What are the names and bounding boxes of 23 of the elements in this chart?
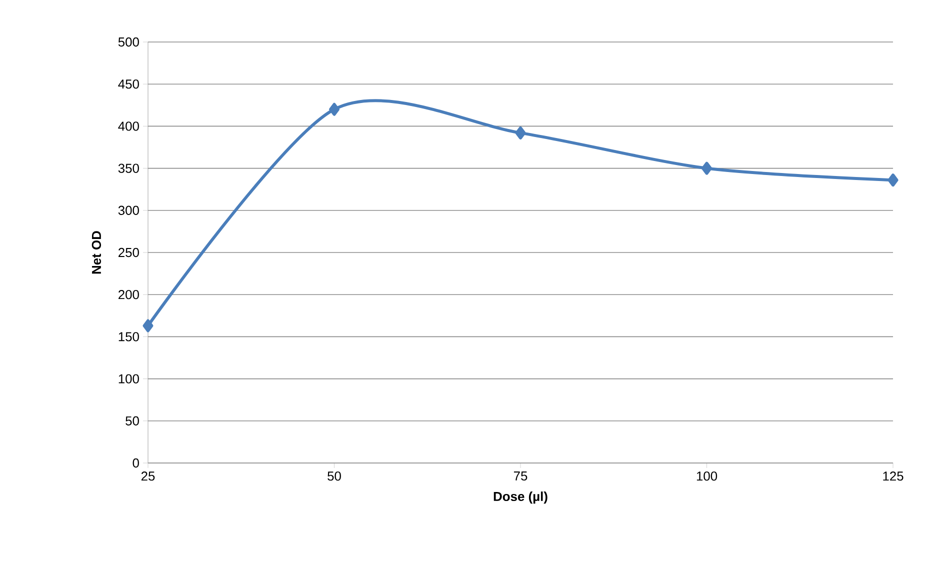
x-tick-label: 50 (328, 472, 341, 481)
point (888, 174, 898, 187)
point (329, 102, 340, 116)
y-tick-label: 500 (118, 37, 139, 47)
y-tick-label: 200 (118, 290, 139, 300)
y-tick-label: 0 (132, 458, 139, 468)
y-tick-label: 450 (118, 80, 139, 89)
x-tick-label: 25 (141, 472, 155, 481)
y-tick-label: 400 (118, 122, 139, 131)
x-axis-title: Dose (µl) (494, 492, 548, 504)
point (515, 126, 526, 140)
x-tick-label: 75 (514, 472, 528, 481)
x-tick-label: 125 (883, 472, 904, 481)
x-tick-label: 100 (696, 472, 718, 481)
point (702, 162, 712, 175)
y-axis-title: Net OD (92, 231, 102, 274)
y-tick-label: 150 (118, 332, 139, 342)
y-tick-label: 350 (118, 164, 139, 173)
point (142, 319, 154, 332)
y-tick-label: 250 (118, 248, 139, 258)
y-tick-label: 50 (126, 416, 139, 426)
y-tick-label: 100 (118, 374, 139, 384)
y-tick-label: 300 (118, 206, 139, 215)
